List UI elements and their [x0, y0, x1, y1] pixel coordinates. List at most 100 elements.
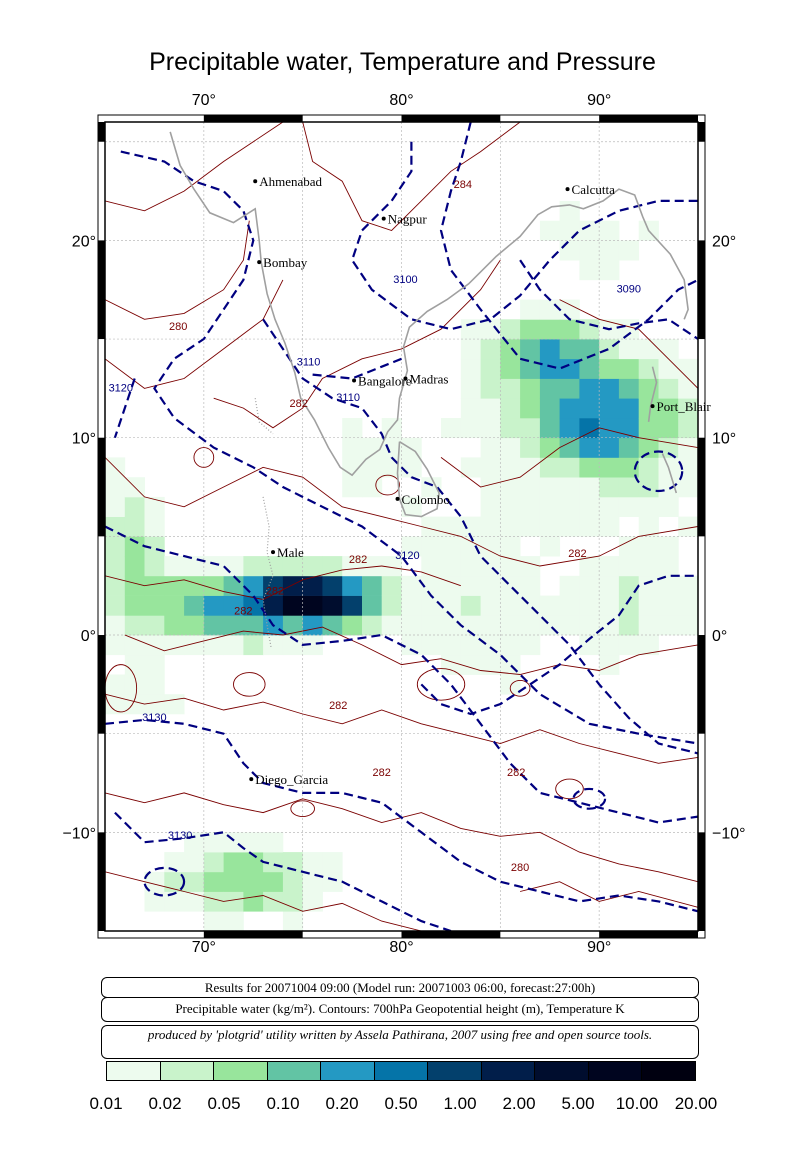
frame-bar	[698, 437, 705, 537]
pw-cell	[184, 891, 205, 912]
temperature-contour-line	[105, 279, 284, 389]
pw-cell	[282, 635, 304, 656]
pw-cell	[678, 378, 698, 399]
pw-cell	[302, 556, 323, 577]
colorbar-tick-label: 10.00	[615, 1094, 659, 1113]
pw-cell	[223, 832, 244, 853]
pw-cell	[539, 595, 561, 616]
coastline-andaman	[647, 366, 658, 423]
temperature-contour-label: 282	[290, 398, 308, 410]
pw-cell	[223, 575, 244, 596]
pw-cell	[223, 871, 244, 892]
latitude-tick-label: −10°	[712, 825, 746, 842]
pw-cell	[460, 418, 481, 439]
pw-cell	[342, 595, 363, 616]
pw-cell	[144, 674, 165, 695]
latitude-tick-label: −10°	[62, 825, 96, 842]
frame-bar	[203, 931, 303, 938]
colorbar-tick-label: 0.20	[325, 1094, 359, 1113]
pw-cell	[559, 457, 580, 478]
pw-cell	[421, 635, 442, 656]
pw-cell	[638, 575, 659, 596]
pw-cell	[105, 674, 126, 695]
pw-cell	[579, 496, 600, 517]
pw-cell	[579, 398, 600, 419]
pw-cell	[638, 477, 659, 498]
pw-cell	[322, 575, 343, 596]
pw-cell	[618, 477, 640, 498]
height-contour-label: 3120	[395, 550, 419, 562]
pw-cell	[658, 418, 679, 439]
pw-cell	[322, 852, 343, 873]
pw-cell	[539, 378, 561, 399]
pw-cell	[124, 516, 145, 537]
colorbar-segment	[267, 1062, 322, 1080]
pw-cell	[203, 575, 224, 596]
pw-cell	[638, 358, 659, 379]
colorbar-tick-label: 0.02	[148, 1094, 182, 1113]
latitude-tick-label: 10°	[72, 431, 96, 448]
pw-cell	[263, 832, 284, 853]
pw-cell	[460, 635, 481, 656]
pw-cell	[618, 595, 640, 616]
pw-cell	[520, 556, 541, 577]
pw-cell	[618, 496, 640, 517]
pw-cell	[342, 477, 363, 498]
pw-cell	[480, 398, 501, 419]
temperature-contour-line	[105, 871, 422, 931]
pw-cell	[638, 339, 659, 360]
city-dot	[352, 378, 357, 383]
pw-cell	[401, 635, 422, 656]
city-dot	[249, 777, 254, 782]
pw-cell	[638, 615, 659, 636]
pw-cell	[460, 536, 481, 557]
pw-cell	[480, 595, 501, 616]
pw-cell	[223, 615, 244, 636]
pw-cell	[539, 418, 561, 439]
pw-cell	[223, 556, 244, 577]
pw-cell	[599, 595, 620, 616]
pw-cell	[638, 496, 659, 517]
height-contour-line	[114, 811, 452, 931]
pw-cell	[421, 615, 442, 636]
temperature-contour-loop	[193, 447, 215, 468]
pw-cell	[243, 635, 264, 656]
pw-cell	[559, 437, 580, 458]
pw-cell	[559, 575, 580, 596]
pw-cell	[223, 595, 244, 616]
pw-cell	[105, 575, 126, 596]
pw-cell	[480, 575, 501, 596]
pw-cell	[599, 437, 620, 458]
height-contour-line	[105, 525, 698, 824]
temperature-contour-line	[302, 122, 521, 232]
pw-cell	[559, 200, 580, 221]
height-contour-label: 3110	[336, 392, 360, 404]
pw-cell	[302, 575, 323, 596]
pw-cell	[638, 418, 659, 439]
pw-cell	[480, 437, 501, 458]
pw-cell	[618, 418, 640, 439]
height-contour-label: 3130	[168, 830, 192, 842]
map-title: Precipitable water, Temperature and Pres…	[149, 48, 656, 76]
pw-cell	[520, 398, 541, 419]
pw-cell	[164, 871, 185, 892]
pw-cell	[520, 299, 541, 320]
pw-cell	[460, 398, 481, 419]
pw-cell	[618, 240, 640, 261]
temperature-contour-loop	[375, 474, 400, 496]
pw-cell	[243, 595, 264, 616]
colorbar-segment	[535, 1062, 589, 1080]
longitude-tick-label: 90°	[587, 92, 611, 109]
pw-cell	[164, 891, 185, 912]
pw-cell	[401, 595, 422, 616]
pw-cell	[480, 378, 501, 399]
pw-cell	[184, 852, 205, 873]
temperature-contour-loop	[509, 679, 531, 697]
pw-cell	[322, 871, 343, 892]
pw-cell	[223, 635, 244, 656]
pw-cell	[678, 398, 698, 419]
city-dot	[395, 496, 400, 501]
pw-cell	[520, 516, 541, 537]
pw-cell	[638, 516, 659, 537]
